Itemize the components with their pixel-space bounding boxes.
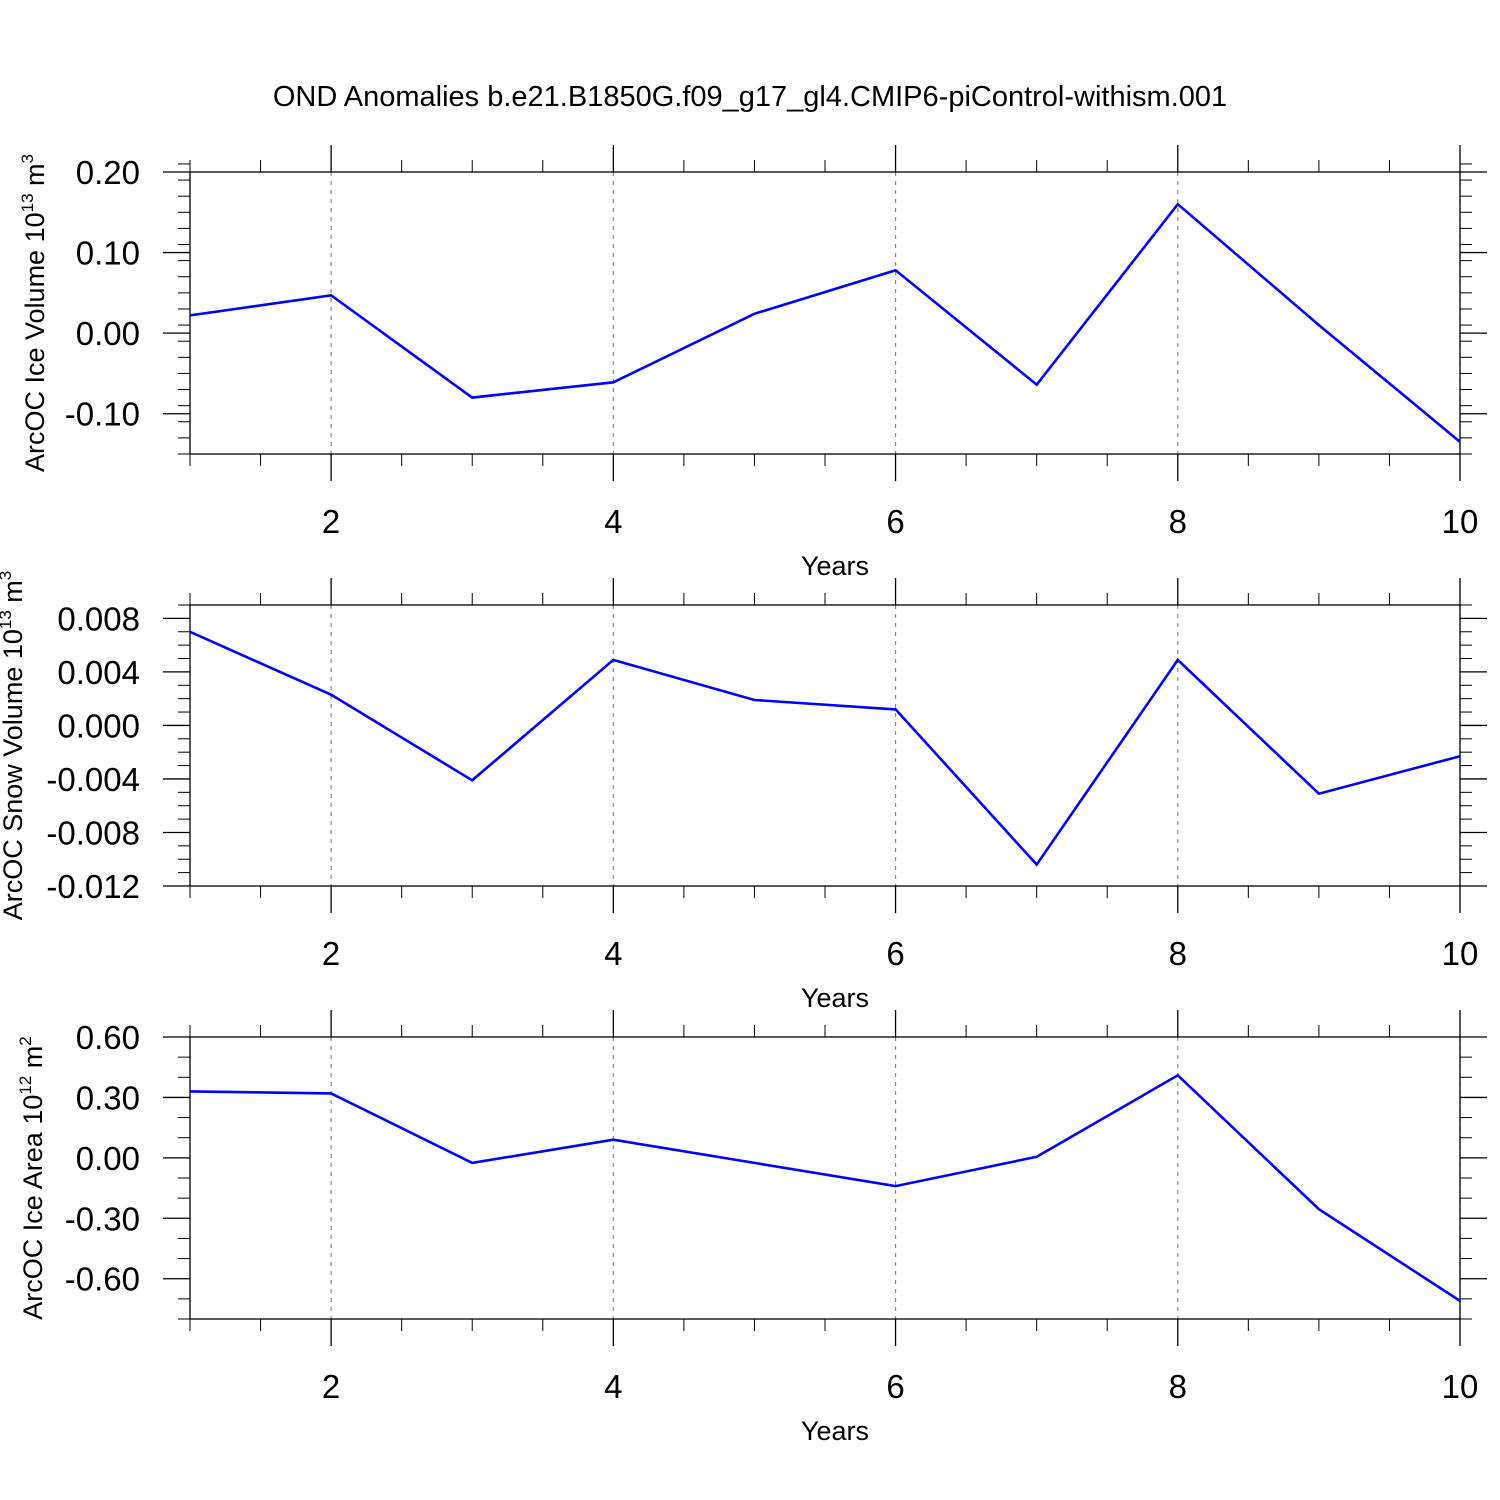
panel-1: 2 4 6 8 10 0.20 0.10 0.00 -0.10 Years ArcOC Ice Vo… (18, 145, 1487, 581)
y-tick-label: -0.004 (46, 761, 140, 798)
y-tick-label: -0.008 (46, 814, 140, 851)
y-tick-label: -0.30 (65, 1200, 140, 1237)
x-tick-label: 2 (322, 935, 340, 972)
y-tick-label: 0.008 (57, 600, 140, 637)
x-tick-label: 8 (1169, 1368, 1187, 1405)
y-tick-label: 0.10 (76, 235, 140, 272)
y-axis-label: ArcOC Ice Volume 1013 m3 (18, 154, 50, 472)
x-tick-label: 8 (1169, 935, 1187, 972)
x-tick-label: 10 (1442, 503, 1479, 540)
x-tick-label: 2 (322, 503, 340, 540)
y-tick-label: 0.000 (57, 707, 140, 744)
y-tick-label: 0.00 (76, 315, 140, 352)
x-tick-label: 10 (1442, 1368, 1479, 1405)
x-tick-label: 4 (604, 935, 622, 972)
x-tick-label: 2 (322, 1368, 340, 1405)
y-tick-label: 0.004 (57, 654, 140, 691)
panels: 2 4 6 8 10 0.20 0.10 0.00 -0.10 Years ArcOC Ice Vo… (0, 145, 1487, 1446)
y-tick-label: 0.20 (76, 154, 140, 191)
x-axis-label: Years (801, 1416, 869, 1446)
y-tick-label: -0.10 (65, 396, 140, 433)
x-tick-label: 4 (604, 1368, 622, 1405)
series-line (189, 630, 1461, 867)
plot-frame (189, 171, 1461, 455)
series-line (189, 1073, 1461, 1302)
panel-3: 2 4 6 8 10 0.60 0.30 0.00 -0.30 -0.60 Years ArcOC I… (16, 1010, 1487, 1446)
y-tick-label: -0.012 (46, 868, 140, 905)
x-tick-label: 8 (1169, 503, 1187, 540)
panel-2: 2 4 6 8 10 0.008 0.004 0.000 -0.004 -0.008 -0.012 Y… (0, 571, 1487, 1013)
y-axis-label: ArcOC Ice Area 1012 m2 (16, 1036, 48, 1320)
plot-frame (189, 1036, 1461, 1320)
x-tick-label: 6 (886, 935, 904, 972)
x-tick-label: 4 (604, 503, 622, 540)
y-tick-label: -0.60 (65, 1261, 140, 1298)
y-tick-label: 0.00 (76, 1140, 140, 1177)
y-tick-label: 0.60 (76, 1019, 140, 1056)
x-tick-label: 6 (886, 1368, 904, 1405)
plot-frame (189, 604, 1461, 887)
x-tick-label: 6 (886, 503, 904, 540)
x-axis-label: Years (801, 983, 869, 1013)
x-axis-label: Years (801, 551, 869, 581)
series-line (189, 202, 1461, 443)
x-tick-label: 10 (1442, 935, 1479, 972)
y-axis-label: ArcOC Snow Volume 1013 m3 (0, 571, 28, 921)
y-tick-label: 0.30 (76, 1079, 140, 1116)
chart-title: OND Anomalies b.e21.B1850G.f09_g17_gl4.C… (273, 81, 1227, 113)
